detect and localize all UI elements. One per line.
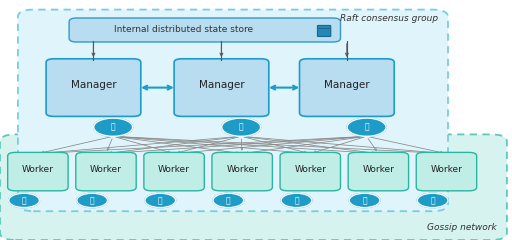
Circle shape — [222, 118, 261, 136]
Text: Worker: Worker — [158, 165, 190, 174]
Text: Gossip network: Gossip network — [427, 223, 497, 232]
Text: Internal distributed state store: Internal distributed state store — [114, 25, 253, 35]
FancyBboxPatch shape — [0, 134, 507, 240]
Text: Worker: Worker — [431, 165, 462, 174]
Text: Worker: Worker — [294, 165, 326, 174]
Text: ⛵: ⛵ — [111, 123, 116, 132]
FancyBboxPatch shape — [8, 152, 68, 191]
FancyBboxPatch shape — [144, 152, 204, 191]
FancyBboxPatch shape — [18, 10, 448, 211]
Text: ⛵: ⛵ — [158, 196, 163, 205]
Circle shape — [9, 193, 39, 208]
FancyBboxPatch shape — [416, 152, 477, 191]
Text: ⛵: ⛵ — [22, 196, 27, 205]
Circle shape — [213, 193, 244, 208]
FancyBboxPatch shape — [300, 59, 394, 116]
Text: Raft consensus group: Raft consensus group — [339, 14, 438, 24]
Circle shape — [77, 193, 108, 208]
Text: ⛵: ⛵ — [226, 196, 231, 205]
FancyBboxPatch shape — [348, 152, 409, 191]
Text: ⛵: ⛵ — [90, 196, 95, 205]
Text: Manager: Manager — [324, 80, 370, 90]
Text: ⛵: ⛵ — [430, 196, 435, 205]
Circle shape — [94, 118, 133, 136]
Circle shape — [349, 193, 380, 208]
Circle shape — [347, 118, 386, 136]
Text: Worker: Worker — [22, 165, 54, 174]
Text: ⛵: ⛵ — [239, 123, 244, 132]
FancyBboxPatch shape — [317, 25, 331, 36]
FancyBboxPatch shape — [212, 152, 272, 191]
Text: Worker: Worker — [226, 165, 258, 174]
Circle shape — [281, 193, 312, 208]
Text: Worker: Worker — [362, 165, 394, 174]
Text: ⛵: ⛵ — [362, 196, 367, 205]
FancyBboxPatch shape — [174, 59, 269, 116]
Text: Manager: Manager — [199, 80, 244, 90]
FancyBboxPatch shape — [46, 59, 141, 116]
Circle shape — [145, 193, 176, 208]
Text: ⛵: ⛵ — [294, 196, 299, 205]
Circle shape — [417, 193, 448, 208]
FancyBboxPatch shape — [76, 152, 136, 191]
Text: Worker: Worker — [90, 165, 122, 174]
FancyBboxPatch shape — [69, 18, 340, 42]
Text: Manager: Manager — [71, 80, 116, 90]
Text: ⛵: ⛵ — [364, 123, 369, 132]
FancyBboxPatch shape — [280, 152, 340, 191]
